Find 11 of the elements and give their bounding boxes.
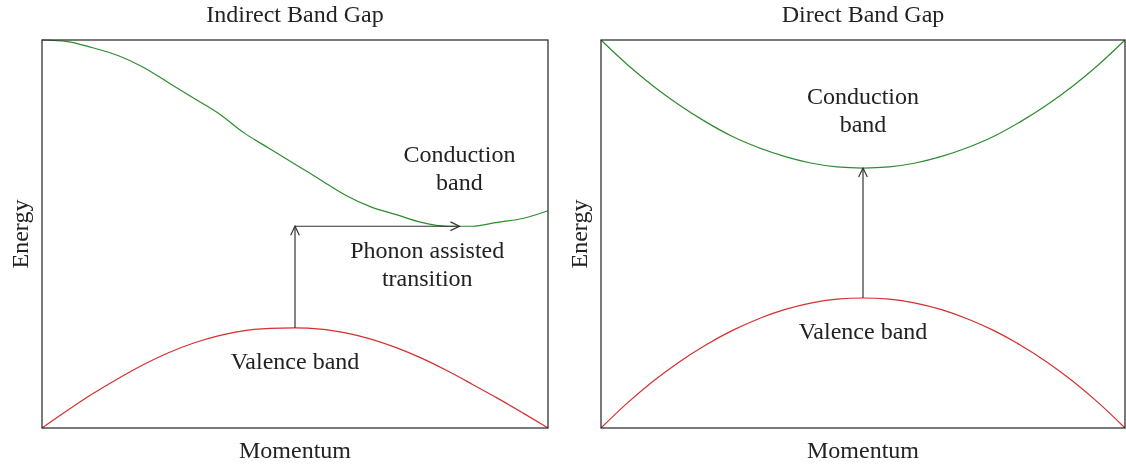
series-label: Valence band (798, 318, 928, 345)
x-axis-title: Momentum (807, 437, 920, 463)
annotation: Phonon assisted transition (350, 237, 505, 292)
series-label: Conduction band (403, 141, 516, 196)
y-axis-title: Energy (7, 199, 33, 269)
chart-title: Indirect Band Gap (206, 1, 384, 27)
series-label: Valence band (230, 347, 360, 374)
y-axis-title: Energy (566, 199, 592, 269)
x-axis-title: Momentum (239, 437, 352, 463)
chart-title: Direct Band Gap (781, 1, 945, 27)
series-label: Conduction band (807, 83, 919, 138)
